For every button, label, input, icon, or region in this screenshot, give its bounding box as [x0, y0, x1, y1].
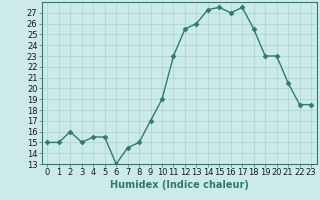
X-axis label: Humidex (Indice chaleur): Humidex (Indice chaleur) [110, 180, 249, 190]
